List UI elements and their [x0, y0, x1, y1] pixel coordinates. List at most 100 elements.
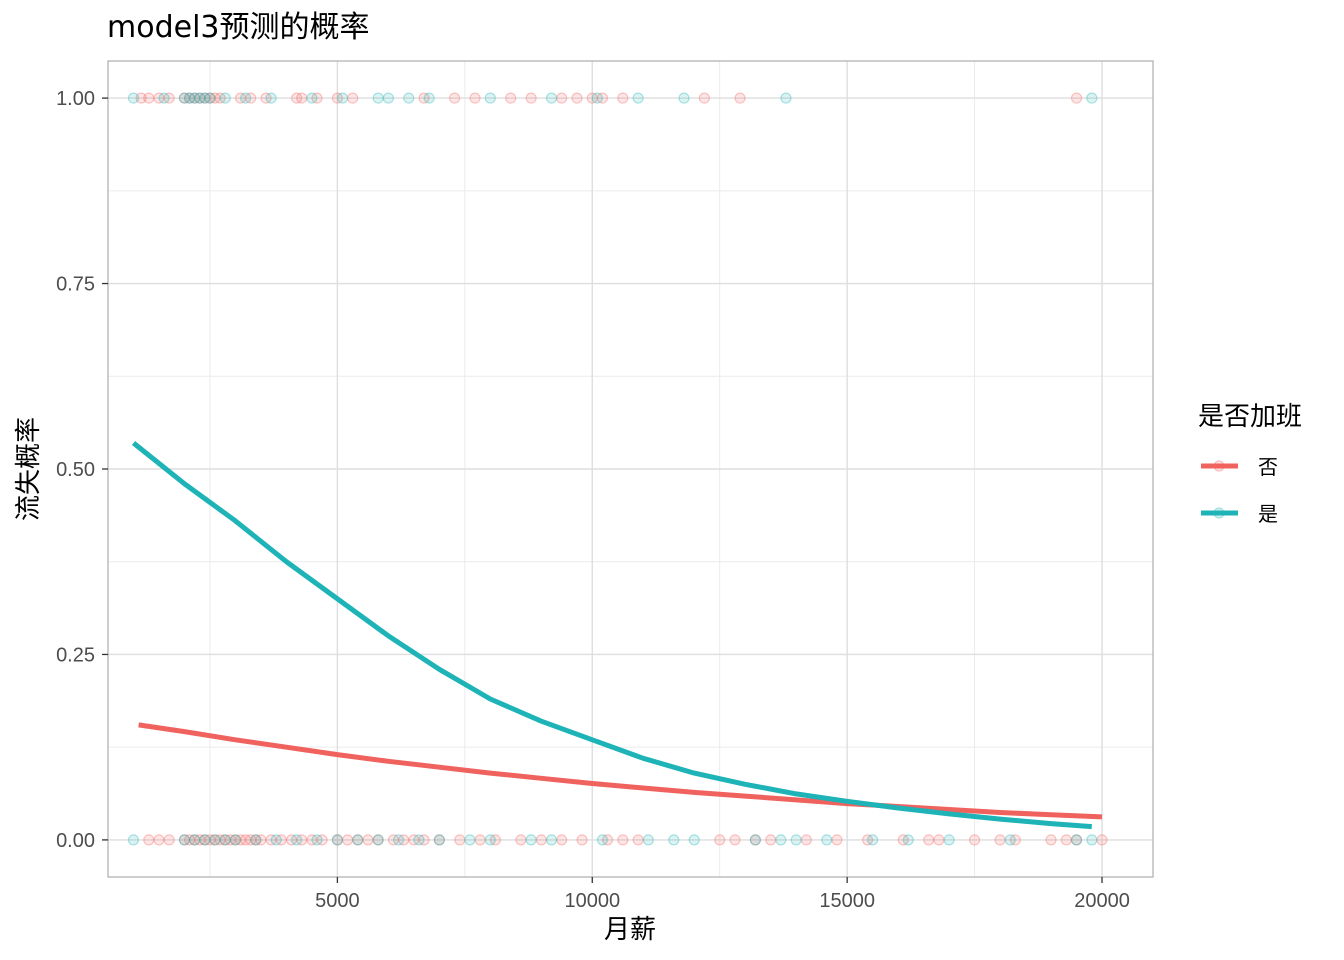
- data-point: [489, 834, 502, 846]
- data-point: [556, 834, 568, 846]
- data-point: [240, 92, 252, 104]
- data-point: [994, 834, 1006, 846]
- legend-title: 是否加班: [1198, 402, 1302, 432]
- data-point: [219, 834, 231, 846]
- data-point: [331, 834, 343, 846]
- data-point: [749, 834, 761, 846]
- data-point: [861, 834, 874, 846]
- data-point: [484, 834, 496, 846]
- data-point: [423, 92, 435, 104]
- data-point: [306, 92, 318, 104]
- data-point: [632, 92, 644, 104]
- data-point: [596, 834, 609, 846]
- data-point: [454, 834, 466, 846]
- data-point: [178, 834, 191, 846]
- data-point: [1086, 834, 1098, 846]
- data-point: [291, 834, 303, 846]
- data-point: [943, 834, 955, 846]
- data-point: [408, 834, 420, 846]
- data-point: [234, 834, 247, 846]
- data-point: [341, 834, 354, 846]
- data-point: [229, 834, 242, 846]
- data-point: [571, 92, 583, 104]
- data-point: [545, 92, 558, 104]
- data-point: [525, 92, 537, 104]
- x-axis-title: 月薪: [604, 915, 656, 945]
- data-point: [923, 834, 935, 846]
- x-tick-label: 20000: [1074, 890, 1130, 912]
- data-point: [209, 834, 221, 846]
- data-point: [240, 834, 252, 846]
- data-point: [183, 834, 196, 846]
- data-point: [372, 834, 384, 846]
- data-point: [1086, 92, 1098, 104]
- data-point: [933, 834, 945, 846]
- data-point: [556, 92, 568, 104]
- data-point: [183, 92, 196, 104]
- y-tick-label: 1.00: [56, 88, 95, 110]
- data-point: [250, 834, 262, 846]
- data-point: [234, 92, 247, 104]
- data-point: [398, 834, 410, 846]
- data-point: [194, 834, 206, 846]
- data-point: [668, 834, 680, 846]
- data-point: [515, 834, 527, 846]
- data-point: [433, 834, 445, 846]
- data-point: [199, 834, 211, 846]
- legend-item: 否: [1201, 455, 1278, 479]
- data-point: [199, 92, 211, 104]
- data-point: [469, 92, 481, 104]
- series-line: [138, 722, 1103, 820]
- data-point: [270, 834, 282, 846]
- chart-title: model3预测的概率: [107, 10, 370, 45]
- data-point: [464, 834, 476, 846]
- data-point: [275, 834, 287, 846]
- data-point: [821, 834, 833, 846]
- data-point: [229, 834, 242, 846]
- data-point: [586, 92, 598, 104]
- fitted-lines: [131, 441, 1103, 830]
- data-point: [311, 92, 323, 104]
- data-point: [1070, 834, 1083, 846]
- data-point: [545, 834, 558, 846]
- data-point: [245, 834, 257, 846]
- data-point: [1070, 834, 1083, 846]
- data-point: [127, 92, 140, 104]
- data-point: [143, 834, 155, 846]
- series-line: [131, 441, 1092, 830]
- data-point: [897, 834, 909, 846]
- legend-item: 是: [1201, 502, 1278, 526]
- data-point: [189, 92, 201, 104]
- data-point: [291, 92, 303, 104]
- data-point: [591, 92, 603, 104]
- legend-label: 否: [1258, 455, 1278, 479]
- legend: 是否加班 否是: [1198, 402, 1302, 526]
- data-point: [418, 92, 430, 104]
- data-point: [749, 834, 761, 846]
- x-tick-label: 5000: [315, 890, 360, 912]
- data-point: [474, 834, 486, 846]
- data-point: [143, 92, 155, 104]
- data-point: [214, 834, 226, 846]
- data-point: [296, 834, 308, 846]
- data-point: [204, 834, 216, 846]
- data-point: [189, 92, 201, 104]
- data-point: [250, 834, 262, 846]
- data-point: [183, 92, 196, 104]
- data-point: [219, 834, 231, 846]
- data-point: [336, 92, 349, 104]
- data-point: [387, 834, 400, 846]
- data-point: [163, 834, 175, 846]
- data-point: [158, 92, 170, 104]
- data-point: [831, 834, 843, 846]
- data-point: [194, 92, 206, 104]
- data-point: [199, 834, 211, 846]
- data-point: [1070, 92, 1083, 104]
- data-point: [199, 92, 211, 104]
- data-point: [392, 834, 405, 846]
- data-point: [601, 834, 614, 846]
- data-point: [224, 834, 236, 846]
- data-point: [617, 834, 629, 846]
- data-point: [255, 834, 267, 846]
